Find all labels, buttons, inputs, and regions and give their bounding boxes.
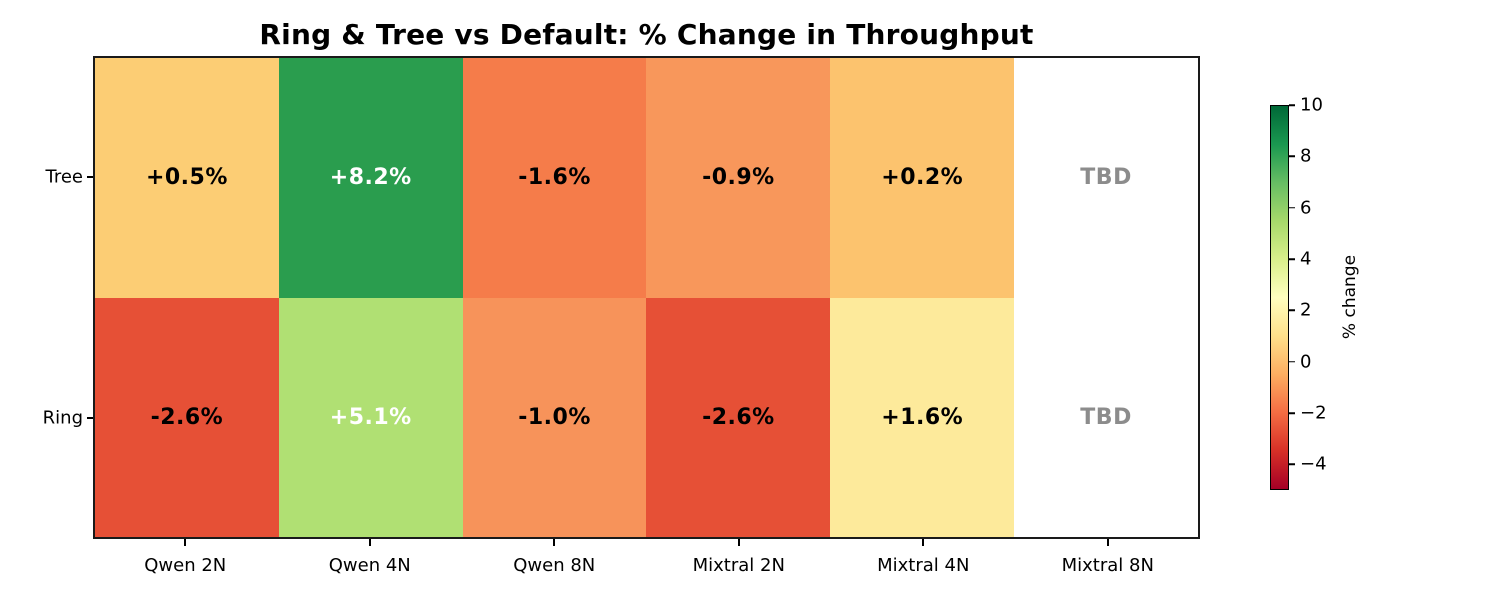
x-tick-label: Mixtral 8N <box>1061 555 1154 576</box>
heatmap-cell: -1.0% <box>462 297 647 537</box>
y-tick-mark <box>87 417 93 420</box>
colorbar-ticks <box>1289 104 1295 490</box>
colorbar-tick-label: 0 <box>1300 351 1312 373</box>
y-axis-ticks <box>87 56 93 539</box>
colorbar-tick-mark <box>1289 360 1295 363</box>
colorbar-tick-mark <box>1289 155 1295 158</box>
heatmap-grid: +0.5% +8.2% -1.6% -0.9% +0.2% TBD -2.6% +5.1% -1… <box>93 56 1200 539</box>
colorbar-tick-label: −4 <box>1300 453 1327 475</box>
heatmap-cell: -1.6% <box>462 58 647 298</box>
x-tick-mark <box>922 539 925 546</box>
colorbar-tick-mark <box>1289 463 1295 466</box>
colorbar-tick-label: 2 <box>1300 299 1312 321</box>
heatmap-cell: -0.9% <box>646 58 831 298</box>
heatmap-cell: -2.6% <box>646 297 831 537</box>
colorbar-tick-mark <box>1289 104 1295 106</box>
x-axis-ticks <box>93 539 1200 546</box>
x-tick-label: Mixtral 4N <box>877 555 970 576</box>
heatmap-cell: +1.6% <box>830 297 1015 537</box>
heatmap-cell: +0.2% <box>830 58 1015 298</box>
x-tick-mark <box>184 539 187 546</box>
colorbar-tick-labels: 10 8 6 4 2 0 −2 −4 <box>1300 95 1350 490</box>
x-axis-labels: Qwen 2N Qwen 4N Qwen 8N Mixtral 2N Mixtral 4… <box>93 553 1200 581</box>
colorbar-tick-mark <box>1289 258 1295 260</box>
x-tick-mark <box>368 539 371 546</box>
heatmap-cell: TBD <box>1014 297 1198 537</box>
y-axis-labels: Tree Ring <box>0 56 83 539</box>
heatmap-cell: +0.5% <box>95 58 279 298</box>
x-tick-mark <box>553 539 556 546</box>
x-tick-label: Qwen 8N <box>513 555 596 576</box>
colorbar-tick-label: 4 <box>1300 248 1312 270</box>
x-tick-label: Qwen 4N <box>328 555 411 576</box>
y-tick-mark <box>87 175 93 178</box>
x-tick-mark <box>1106 539 1109 546</box>
y-tick-label: Ring <box>42 407 83 429</box>
colorbar-axis-label: % change <box>1340 254 1360 340</box>
colorbar-tick-mark <box>1289 206 1295 209</box>
heatmap-cell: +5.1% <box>278 297 463 537</box>
chart-title: Ring & Tree vs Default: % Change in Thro… <box>259 18 1034 51</box>
x-tick-label: Mixtral 2N <box>692 555 785 576</box>
y-tick-label: Tree <box>45 166 83 188</box>
colorbar-tick-mark <box>1289 309 1295 312</box>
colorbar-tick-mark <box>1289 412 1295 414</box>
heatmap-cell: +8.2% <box>278 58 463 298</box>
heatmap-cell: -2.6% <box>95 297 279 537</box>
x-tick-label: Qwen 2N <box>144 555 227 576</box>
heatmap-cell: TBD <box>1014 58 1198 298</box>
x-tick-mark <box>737 539 740 546</box>
colorbar-tick-label: −2 <box>1300 402 1327 424</box>
colorbar-tick-label: 8 <box>1300 145 1312 167</box>
colorbar-tick-label: 6 <box>1300 197 1312 219</box>
colorbar-gradient <box>1270 105 1289 490</box>
colorbar-tick-label: 10 <box>1300 94 1323 116</box>
